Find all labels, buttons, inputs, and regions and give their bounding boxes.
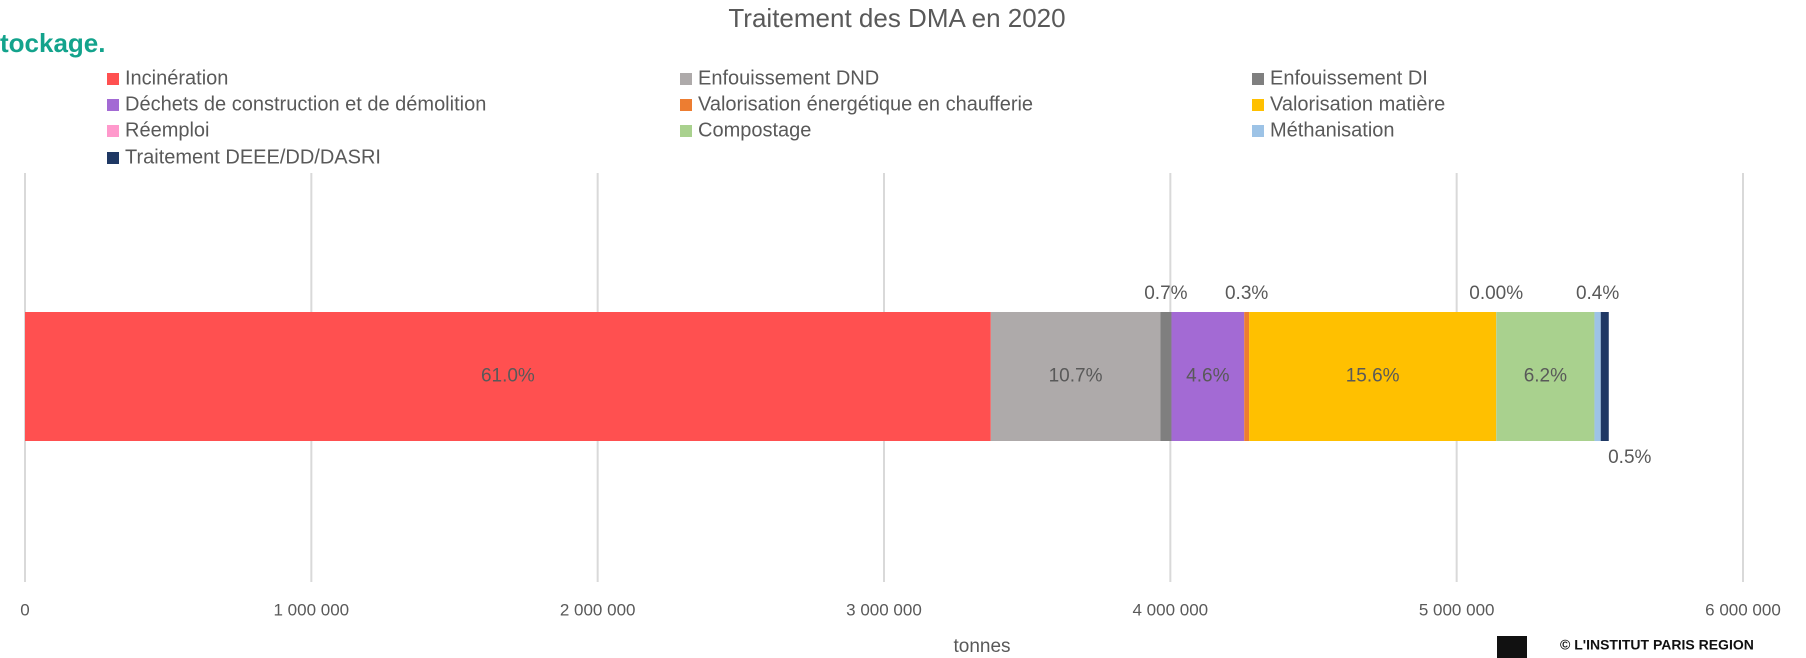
data-label: 6.2%: [1524, 366, 1567, 387]
data-label: 0.5%: [1608, 447, 1651, 468]
x-axis-label: tonnes: [953, 636, 1010, 657]
x-tick-label: 3 000 000: [846, 600, 922, 619]
data-label: 0.00%: [1469, 283, 1523, 304]
data-label: 61.0%: [481, 366, 535, 387]
data-label: 0.4%: [1576, 283, 1619, 304]
legend-swatch: [1252, 99, 1264, 111]
legend-label: Réemploi: [125, 119, 209, 141]
data-label: 15.6%: [1346, 366, 1400, 387]
bar-segment: [1594, 312, 1601, 441]
legend-swatch: [107, 99, 119, 111]
logo: [1497, 636, 1527, 658]
legend-label: Valorisation énergétique en chaufferie: [698, 93, 1033, 115]
legend-swatch: [680, 73, 692, 85]
legend-label: Valorisation matière: [1270, 93, 1445, 115]
legend-swatch: [1252, 125, 1264, 137]
x-tick-label: 5 000 000: [1419, 600, 1495, 619]
legend-label: Déchets de construction et de démolition: [125, 93, 486, 115]
bar-segment: [25, 312, 991, 441]
x-tick-label: 6 000 000: [1705, 600, 1781, 619]
x-tick-label: 0: [20, 600, 29, 619]
legend-swatch: [680, 125, 692, 137]
bar-segment: [1244, 312, 1250, 441]
legend-label: Enfouissement DI: [1270, 67, 1428, 89]
data-label: 0.3%: [1225, 283, 1268, 304]
bar-segment: [1171, 312, 1245, 441]
bar-segment: [990, 312, 1161, 441]
legend-label: Méthanisation: [1270, 119, 1395, 141]
legend-swatch: [107, 73, 119, 85]
chart-title: Traitement des DMA en 2020: [728, 3, 1065, 33]
legend-swatch: [680, 99, 692, 111]
bar-segment: [1600, 312, 1609, 441]
legend-label: Incinération: [125, 67, 228, 89]
x-tick-label: 4 000 000: [1133, 600, 1209, 619]
footer: © L'INSTITUT PARIS REGION: [1560, 637, 1754, 653]
legend-label: Compostage: [698, 119, 811, 141]
bar-segment: [1160, 312, 1172, 441]
data-label: 4.6%: [1186, 366, 1229, 387]
legend-label: Enfouissement DND: [698, 67, 879, 89]
x-tick-label: 2 000 000: [560, 600, 636, 619]
legend-swatch: [107, 152, 119, 164]
legend-label: Traitement DEEE/DD/DASRI: [125, 146, 381, 168]
bar-segment: [1496, 312, 1595, 441]
page-heading: tockage.: [0, 28, 106, 58]
data-label: 10.7%: [1049, 366, 1103, 387]
legend-swatch: [1252, 73, 1264, 85]
bar-segment: [1249, 312, 1497, 441]
legend-swatch: [107, 125, 119, 137]
x-tick-label: 1 000 000: [274, 600, 350, 619]
data-label: 0.7%: [1144, 283, 1187, 304]
